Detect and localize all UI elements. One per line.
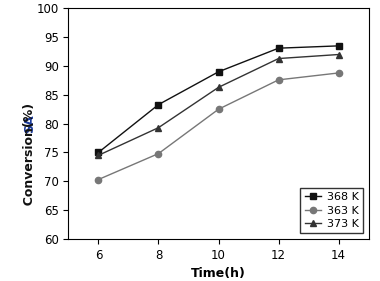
363 K [156,152,161,155]
363 K [96,178,101,181]
373 K [156,126,161,129]
373 K [276,57,281,60]
363 K [216,108,221,111]
363 K [276,78,281,81]
Text: Conversion(%): Conversion(%) [23,103,36,214]
Line: 373 K: 373 K [95,51,342,158]
Legend: 368 K, 363 K, 373 K: 368 K, 363 K, 373 K [300,188,363,233]
368 K [216,70,221,73]
Text: SA: SA [23,114,36,133]
368 K [156,103,161,106]
373 K [96,154,101,157]
368 K [336,44,341,47]
363 K [336,71,341,75]
368 K [276,46,281,50]
Line: 363 K: 363 K [95,70,342,183]
373 K [216,86,221,89]
X-axis label: Time(h): Time(h) [191,267,246,280]
373 K [336,53,341,56]
368 K [96,151,101,154]
Line: 368 K: 368 K [95,43,342,156]
